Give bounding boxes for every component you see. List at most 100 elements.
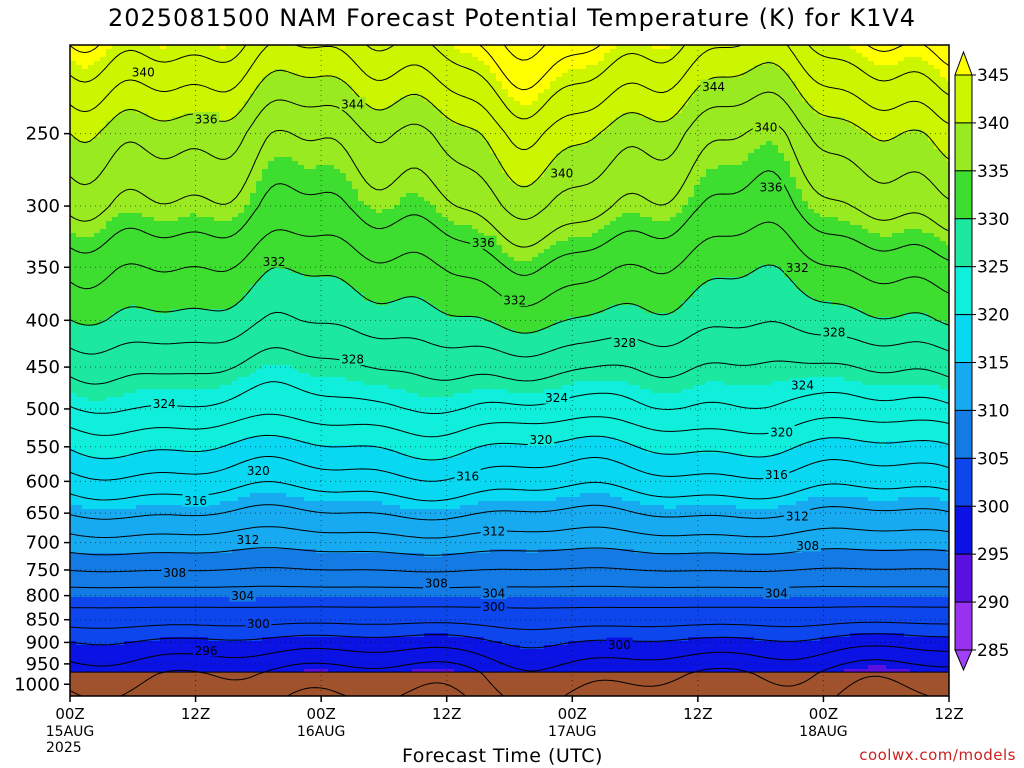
colorbar-label: 335 [977, 162, 1009, 182]
contour-label: 304 [765, 587, 788, 601]
colorbar-band [955, 171, 972, 219]
x-tick-label: 12Z [683, 705, 712, 723]
colorbar-band [955, 602, 972, 650]
contour-label: 308 [163, 566, 186, 580]
contour-label: 340 [132, 65, 155, 79]
x-tick-label: 00Z [306, 705, 335, 723]
colorbar-label: 320 [977, 306, 1009, 326]
y-tick-label: 900 [26, 632, 60, 653]
contour-label: 320 [529, 433, 552, 447]
x-tick-label: 12Z [181, 705, 210, 723]
contour-label: 324 [791, 379, 814, 393]
y-tick-label: 250 [26, 124, 60, 145]
x-tick-date: 15AUG [46, 724, 95, 740]
y-axis: 2503003504004505005506006507007508008509… [14, 124, 70, 696]
contour-label: 312 [236, 533, 259, 547]
x-tick-label: 00Z [558, 705, 587, 723]
y-tick-label: 450 [26, 357, 60, 378]
contour-label: 344 [702, 80, 725, 94]
contour-label: 328 [613, 336, 636, 350]
colorbar-label: 345 [977, 66, 1009, 86]
contour-label: 304 [231, 589, 254, 603]
contour-label: 320 [770, 426, 793, 440]
colorbar-band [955, 219, 972, 267]
colorbar-label: 285 [977, 641, 1009, 661]
y-tick-label: 750 [26, 560, 60, 581]
colorbar-label: 330 [977, 210, 1009, 230]
colorbar-label: 340 [977, 114, 1009, 134]
colorbar-label: 325 [977, 258, 1009, 278]
contour-label: 324 [153, 397, 176, 411]
contour-label: 324 [545, 391, 568, 405]
contour-label: 304 [482, 587, 505, 601]
y-tick-label: 300 [26, 196, 60, 217]
contour-label: 300 [608, 638, 631, 652]
y-tick-label: 650 [26, 503, 60, 524]
colorbar-top-arrow [955, 52, 972, 75]
contour-label: 336 [472, 236, 495, 250]
contour-label: 332 [263, 255, 286, 269]
x-tick-label: 00Z [809, 705, 838, 723]
y-tick-label: 800 [26, 586, 60, 607]
y-tick-label: 550 [26, 437, 60, 458]
contour-label: 312 [482, 525, 505, 539]
y-tick-label: 1000 [14, 674, 60, 695]
contour-label: 340 [754, 121, 777, 135]
colorbar-bottom-arrow [955, 650, 972, 670]
contour-label: 332 [503, 293, 526, 307]
colorbar-label: 310 [977, 401, 1009, 421]
source-credit[interactable]: coolwx.com/models [859, 746, 1016, 764]
x-tick-label: 00Z [55, 705, 84, 723]
contour-label: 316 [765, 468, 788, 482]
x-tick-date: 16AUG [297, 724, 346, 740]
ground-area [70, 672, 949, 696]
contour-label: 300 [482, 600, 505, 614]
colorbar-label: 290 [977, 593, 1009, 613]
x-tick-label: 12Z [934, 705, 963, 723]
colorbar-band [955, 410, 972, 458]
contour-label: 316 [456, 470, 479, 484]
colorbar-label: 300 [977, 497, 1009, 517]
contour-label: 340 [550, 166, 573, 180]
x-tick-label: 12Z [432, 705, 461, 723]
y-tick-label: 700 [26, 533, 60, 554]
y-tick-label: 950 [26, 654, 60, 675]
x-tick-date: 17AUG [548, 724, 597, 740]
contour-label: 344 [341, 97, 364, 111]
contour-label: 308 [796, 539, 819, 553]
contour-label: 296 [195, 644, 218, 658]
colorbar-band [955, 123, 972, 171]
y-tick-label: 850 [26, 610, 60, 631]
contour-label: 316 [184, 494, 207, 508]
colorbar-band [955, 315, 972, 363]
colorbar-band [955, 506, 972, 554]
x-tick-date: 18AUG [799, 724, 848, 740]
ground-mask [70, 672, 949, 696]
contour-label: 320 [247, 464, 270, 478]
colorbar-band [955, 267, 972, 315]
x-axis-title: Forecast Time (UTC) [402, 745, 603, 767]
colorbar-band [955, 458, 972, 506]
y-tick-label: 400 [26, 310, 60, 331]
colorbar: 345 340 335 330 325 320 315 310 305 300 295 290 285 [955, 52, 1009, 670]
theta-field [70, 45, 953, 698]
contour-label: 332 [786, 261, 809, 275]
contour-label: 328 [341, 353, 364, 367]
colorbar-band [955, 554, 972, 602]
colorbar-band [955, 363, 972, 411]
x-axis-year: 2025 [46, 740, 82, 756]
contour-label: 312 [786, 510, 809, 524]
contour-label: 336 [195, 113, 218, 127]
colorbar-label: 315 [977, 354, 1009, 374]
y-tick-label: 350 [26, 257, 60, 278]
colorbar-label: 295 [977, 545, 1009, 565]
colorbar-band [955, 75, 972, 123]
contour-label: 328 [822, 326, 845, 340]
colorbar-label: 305 [977, 449, 1009, 469]
y-tick-label: 600 [26, 471, 60, 492]
y-tick-label: 500 [26, 399, 60, 420]
contour-label: 300 [247, 617, 270, 631]
contour-label: 336 [760, 181, 783, 195]
